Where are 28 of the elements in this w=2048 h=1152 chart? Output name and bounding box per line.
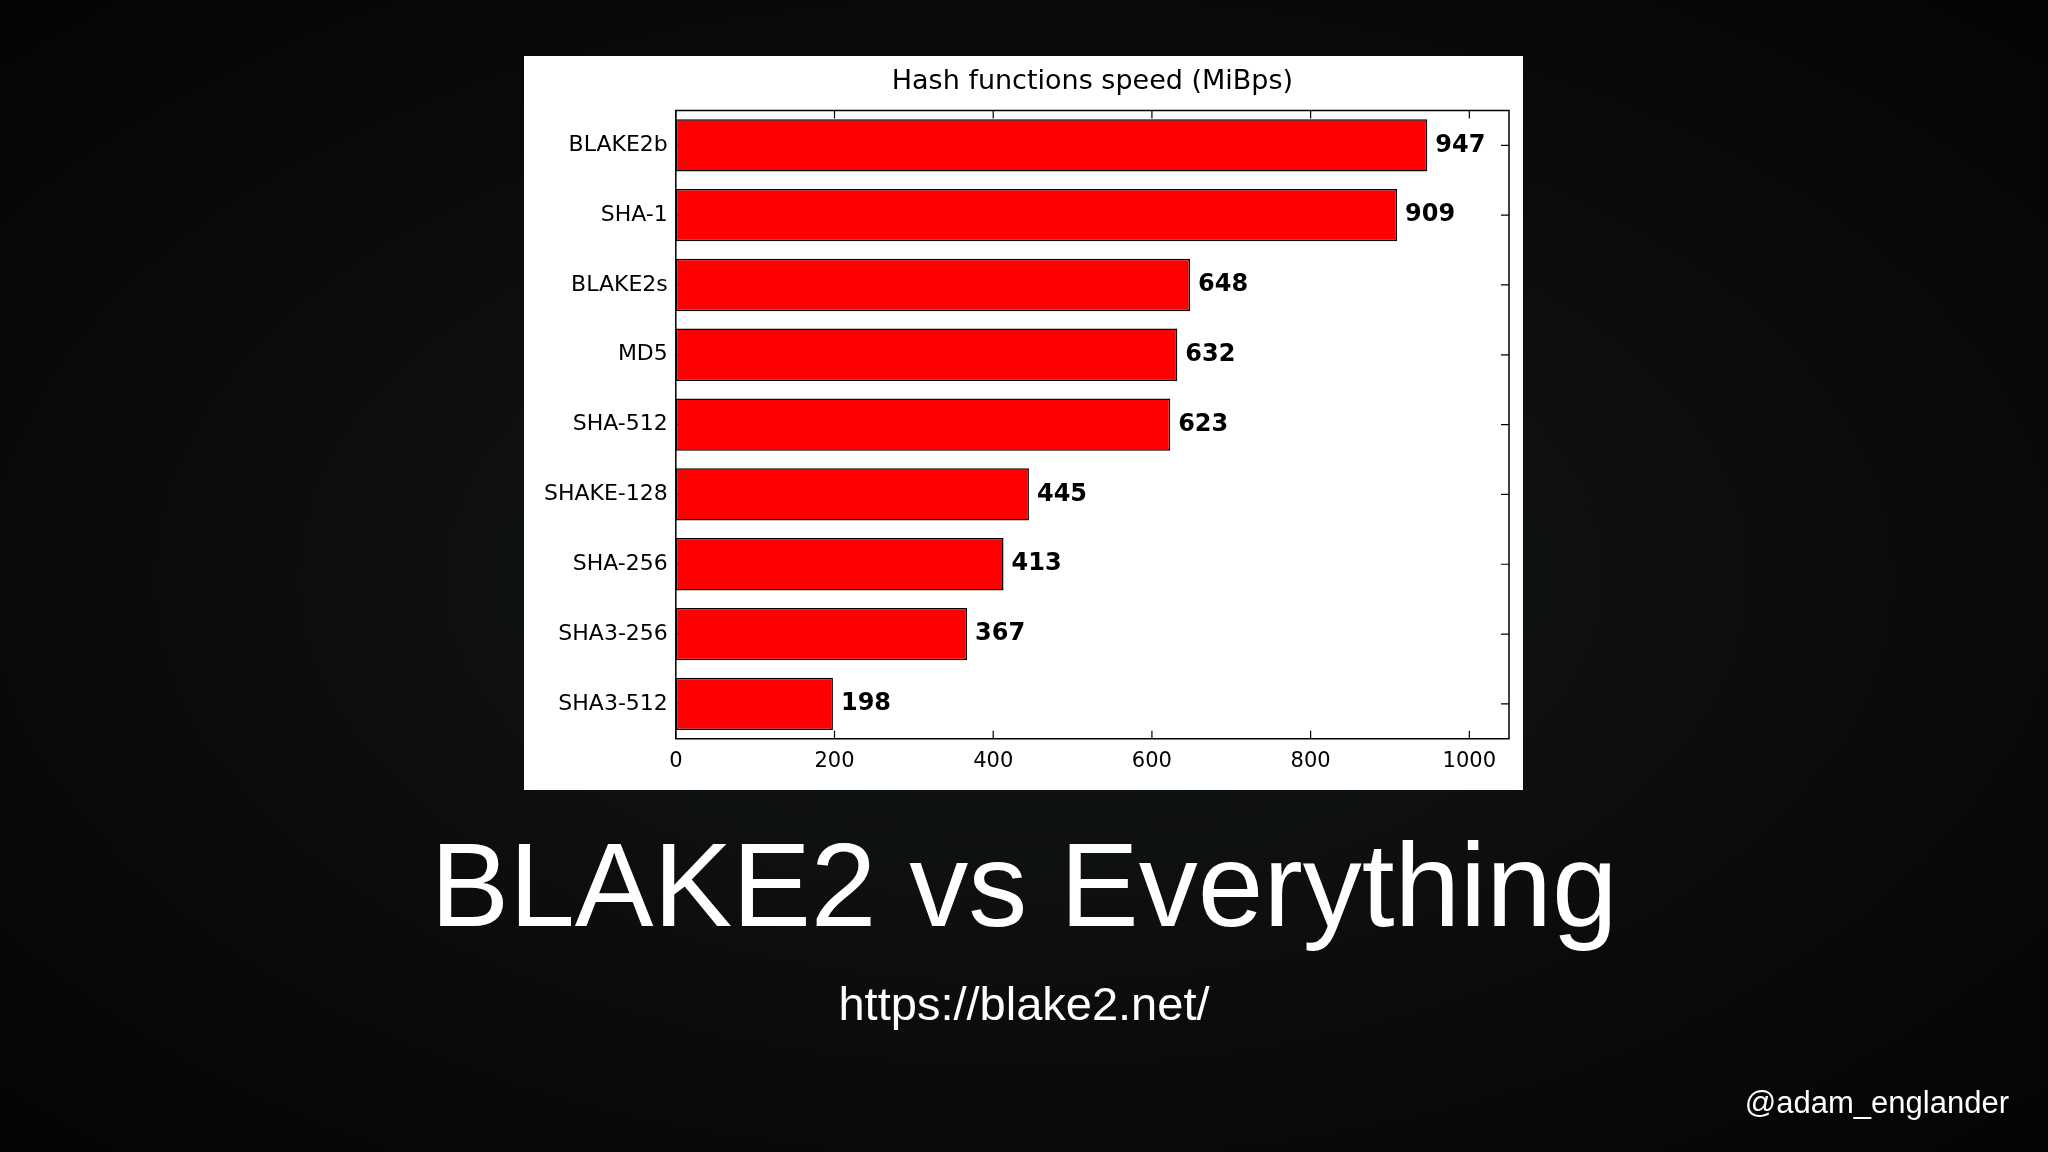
- data-label: 367: [975, 618, 1026, 647]
- data-label: 648: [1198, 269, 1249, 298]
- y-tick-label: BLAKE2b: [568, 131, 668, 157]
- x-tick-label: 1000: [1442, 747, 1497, 772]
- y-tick-label: MD5: [617, 340, 668, 366]
- data-label: 413: [1011, 548, 1062, 577]
- x-tick-label: 0: [669, 747, 683, 772]
- y-tick-label: SHA3-512: [558, 689, 668, 715]
- data-label: 947: [1435, 129, 1486, 158]
- chart-title: Hash functions speed (MiBps): [891, 64, 1294, 96]
- text: BLAKE2 vs Everything: [429, 818, 1619, 953]
- y-tick-label: SHA3-256: [558, 619, 668, 645]
- x-tick-label: 800: [1290, 747, 1331, 772]
- y-tick-label: BLAKE2s: [571, 270, 668, 296]
- x-tick-label: 200: [814, 747, 855, 772]
- y-tick-label: SHA-512: [572, 410, 668, 436]
- data-label: 909: [1405, 199, 1456, 228]
- x-tick-label: 400: [973, 747, 1014, 772]
- text: https://blake2.net/: [837, 977, 1211, 1032]
- text: @adam_englander: [1744, 1085, 2009, 1121]
- data-label: 623: [1178, 408, 1229, 437]
- y-tick-label: SHA-256: [572, 549, 668, 575]
- data-label: 198: [840, 688, 892, 717]
- y-tick-label: SHA-1: [600, 200, 668, 226]
- data-label: 445: [1036, 478, 1088, 507]
- x-tick-label: 600: [1131, 747, 1172, 772]
- y-tick-label: SHAKE-128: [543, 480, 668, 506]
- data-label: 632: [1185, 339, 1236, 368]
